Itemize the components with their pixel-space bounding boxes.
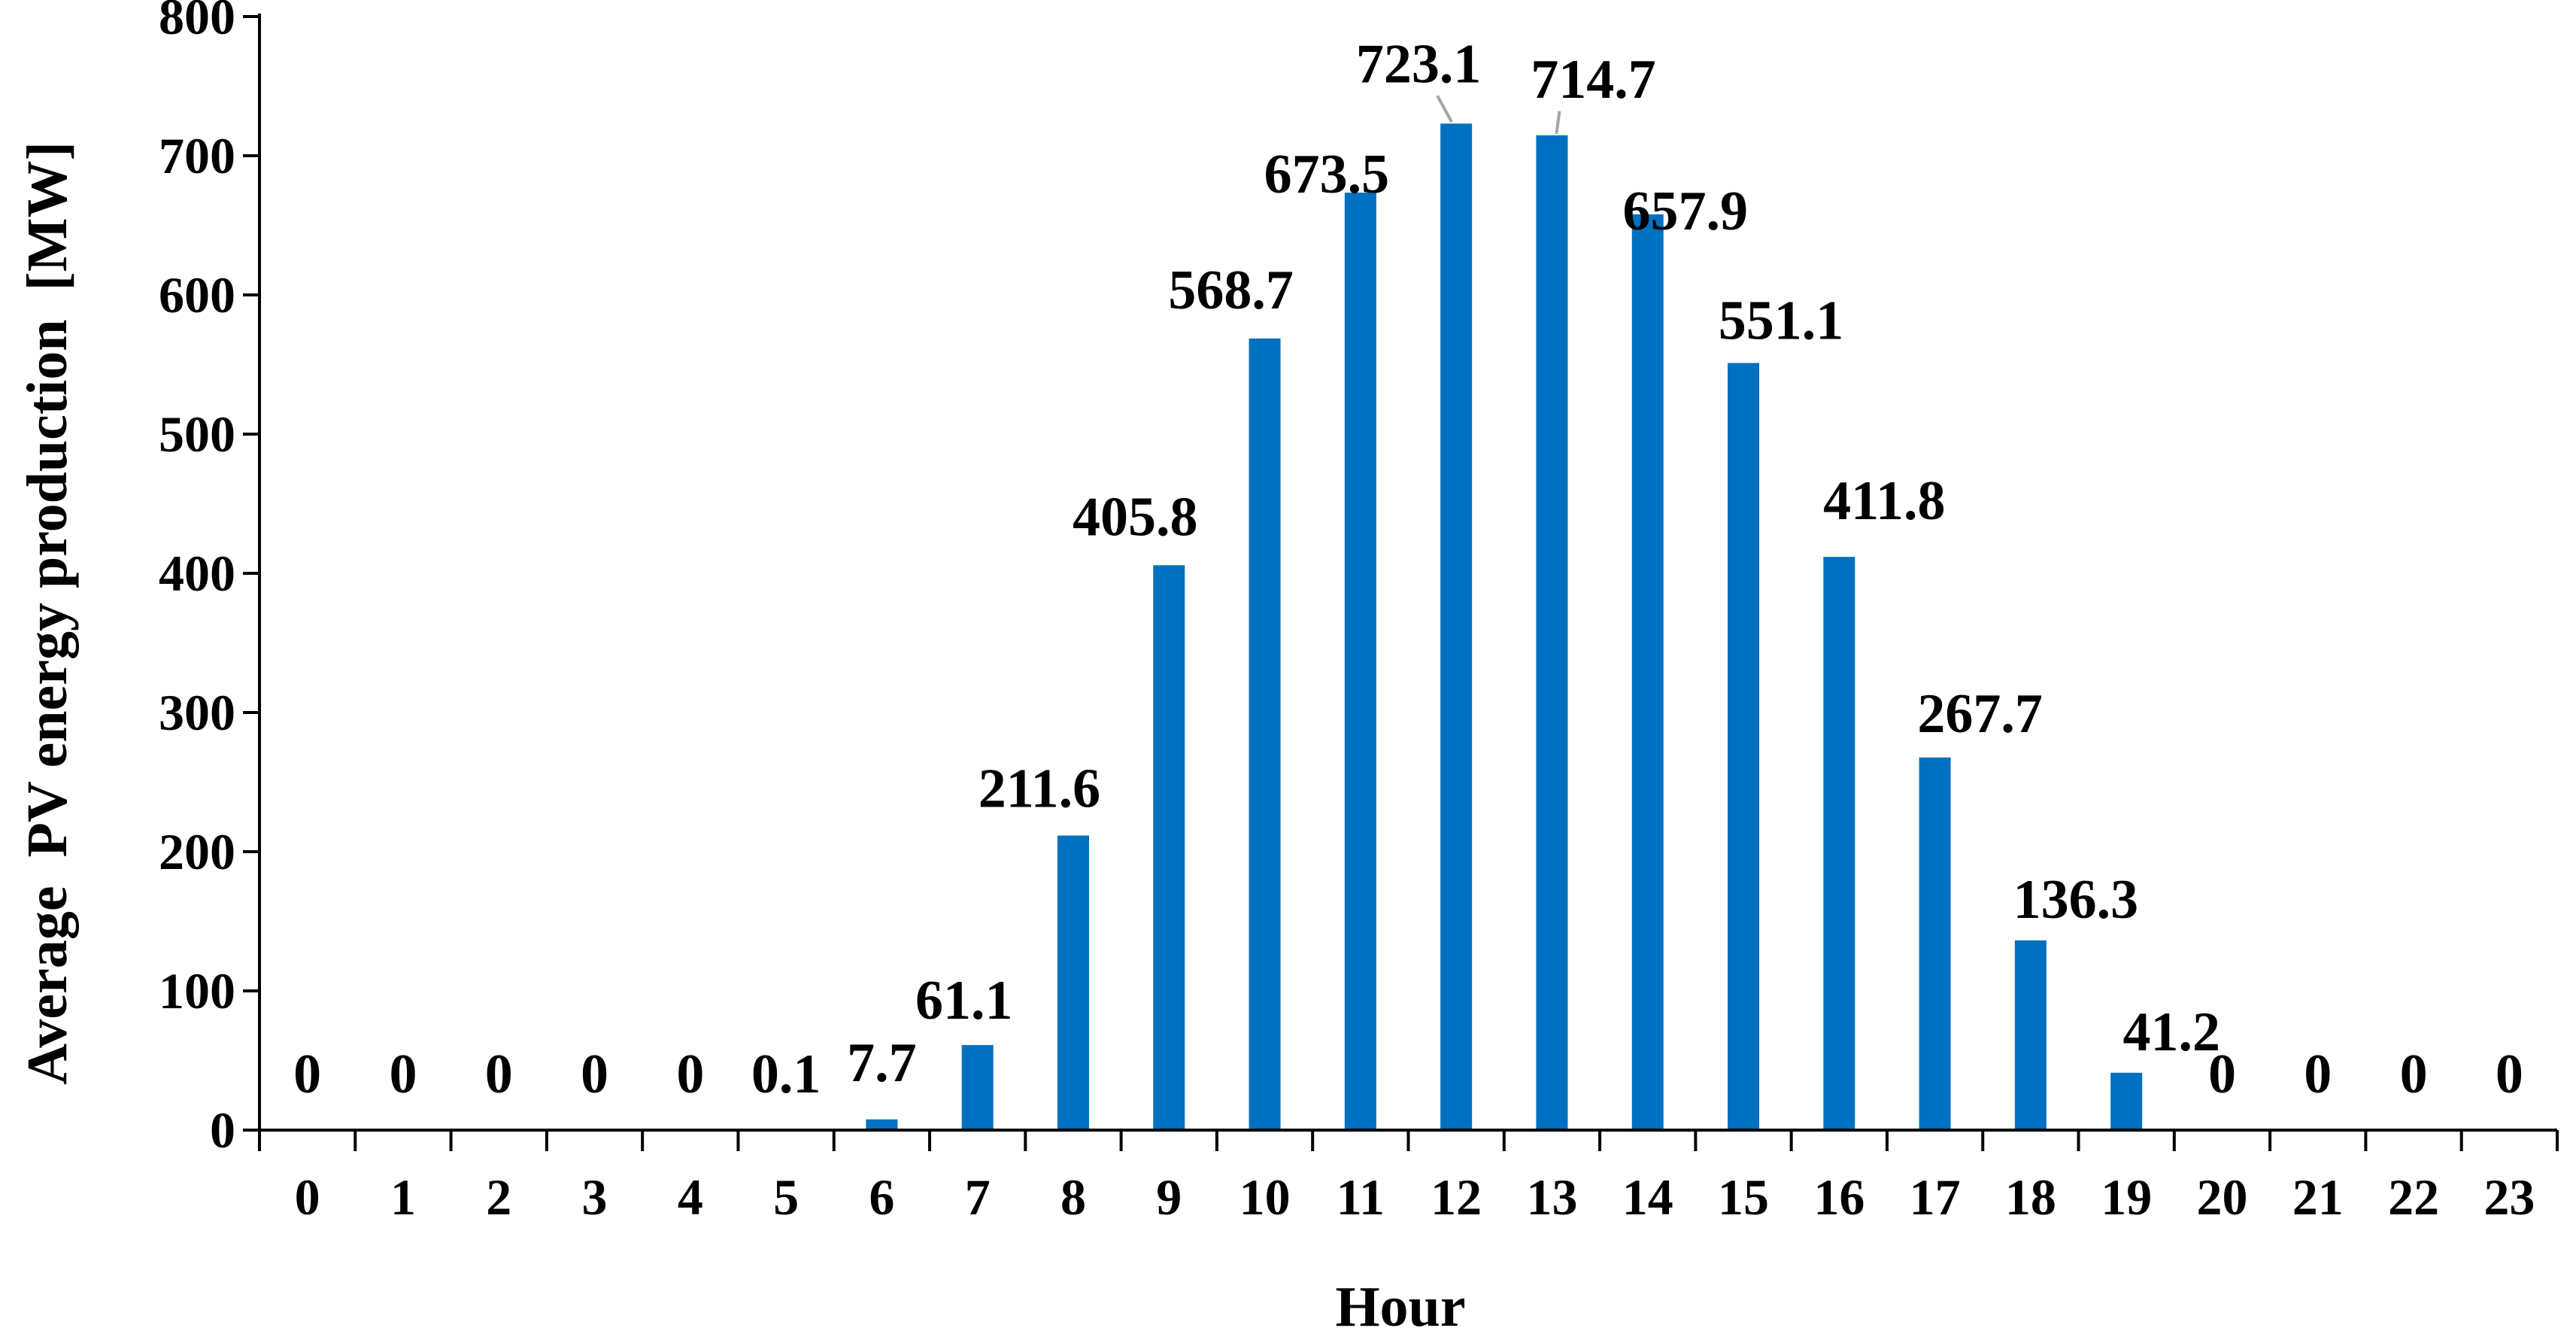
data-label-hour-3: 0: [581, 1044, 608, 1105]
data-label-hour-15: 551.1: [1719, 290, 1844, 351]
y-tick-label: 100: [159, 962, 235, 1019]
x-tick-label: 12: [1431, 1168, 1482, 1226]
bar-hour-19: [2110, 1072, 2143, 1130]
y-tick-label: 500: [159, 406, 235, 463]
x-tick-label: 17: [1910, 1168, 1961, 1226]
data-label-hour-13: 714.7: [1531, 49, 1656, 111]
data-label-hour-5: 0.1: [751, 1044, 821, 1105]
bar-hour-16: [1823, 557, 1855, 1130]
data-label-hour-19: 41.2: [2122, 1001, 2220, 1063]
bar-hour-12: [1440, 123, 1473, 1130]
data-label-hour-17: 267.7: [1917, 683, 2043, 745]
data-label-hour-18: 136.3: [2013, 869, 2139, 931]
data-label-hour-14: 657.9: [1622, 181, 1748, 242]
bar-hour-6: [866, 1119, 898, 1130]
x-tick-label: 11: [1337, 1168, 1385, 1226]
bar-hour-14: [1631, 214, 1664, 1130]
data-label-hour-4: 0: [676, 1044, 704, 1105]
bar-hour-11: [1344, 193, 1376, 1130]
data-label-hour-10: 568.7: [1168, 260, 1294, 321]
y-tick-label: 300: [159, 684, 235, 741]
y-tick-label: 700: [159, 127, 235, 184]
x-tick-label: 19: [2101, 1168, 2152, 1226]
bar-hour-15: [1728, 363, 1760, 1131]
leader-line-hour-12: [1436, 95, 1453, 123]
bar-hour-8: [1057, 835, 1089, 1130]
x-tick-label: 7: [965, 1168, 991, 1226]
x-tick-label: 16: [1813, 1168, 1864, 1226]
data-label-hour-16: 411.8: [1823, 470, 1945, 532]
data-label-hour-20: 0: [2208, 1044, 2236, 1105]
data-label-hour-11: 673.5: [1264, 144, 1390, 205]
data-label-hour-9: 405.8: [1073, 486, 1198, 548]
x-tick-label: 4: [678, 1168, 703, 1226]
x-tick-label: 2: [486, 1168, 511, 1226]
y-axis-title: Average PV energy production [MW]: [16, 141, 79, 1085]
y-tick-label: 400: [159, 545, 235, 602]
data-label-hour-22: 0: [2400, 1044, 2428, 1105]
y-tick-label: 200: [159, 823, 235, 880]
x-tick-label: 15: [1718, 1168, 1769, 1226]
x-tick-label: 21: [2292, 1168, 2344, 1226]
data-label-hour-23: 0: [2496, 1044, 2523, 1105]
data-label-hour-0: 0: [293, 1044, 321, 1105]
y-tick-label: 800: [159, 0, 235, 45]
x-tick-label: 0: [295, 1168, 320, 1226]
data-label-hour-8: 211.6: [979, 758, 1100, 820]
x-tick-label: 14: [1622, 1168, 1673, 1226]
y-tick-label: 0: [210, 1102, 235, 1159]
bar-hour-13: [1536, 135, 1568, 1130]
x-tick-label: 8: [1060, 1168, 1086, 1226]
x-tick-label: 3: [582, 1168, 608, 1226]
bar-hour-10: [1249, 338, 1281, 1130]
y-tick-label: 600: [159, 266, 235, 324]
bar-hour-9: [1153, 565, 1185, 1130]
x-tick-label: 13: [1526, 1168, 1577, 1226]
bar-hour-18: [2014, 940, 2047, 1130]
labels-layer: 0 0 0 0 0 0.1 7.761.1 211.6 405.8 568.7 673.5 723.1…: [293, 33, 2523, 1105]
x-tick-label: 23: [2483, 1168, 2535, 1226]
data-label-hour-2: 0: [485, 1044, 513, 1105]
x-tick-label: 18: [2005, 1168, 2056, 1226]
bar-hour-7: [961, 1044, 994, 1130]
data-label-hour-7: 61.1: [915, 970, 1013, 1032]
data-label-hour-12: 723.1: [1356, 33, 1482, 95]
data-label-hour-6: 7.7: [847, 1032, 917, 1094]
data-label-hour-1: 0: [389, 1044, 417, 1105]
x-tick-label: 10: [1239, 1168, 1291, 1226]
x-axis-title: Hour: [1335, 1275, 1465, 1337]
bars-layer: [770, 123, 2143, 1131]
x-tick-label: 9: [1156, 1168, 1182, 1226]
x-tick-label: 1: [390, 1168, 416, 1226]
x-tick-label: 20: [2196, 1168, 2247, 1226]
data-label-hour-21: 0: [2304, 1044, 2332, 1105]
bar-hour-17: [1919, 757, 1951, 1130]
leader-line-hour-13: [1555, 111, 1561, 135]
x-tick-label: 5: [773, 1168, 799, 1226]
x-tick-label: 6: [869, 1168, 894, 1226]
x-tick-label: 22: [2388, 1168, 2439, 1226]
